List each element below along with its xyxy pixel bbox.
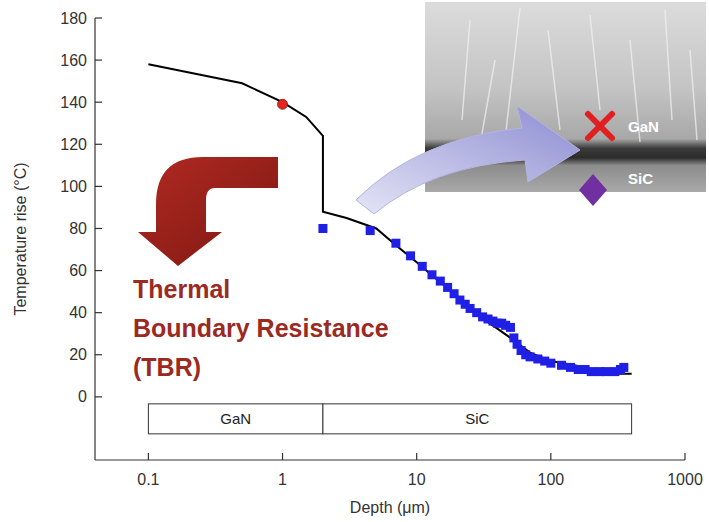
measured-point [427, 270, 436, 279]
measured-point [318, 224, 327, 233]
measured-point [391, 239, 400, 248]
y-tick-label: 0 [78, 388, 87, 405]
chart: GaN SiC 0 20 40 60 80 100 120 140 160 180 0.1 1 10 100 1… [0, 0, 709, 522]
inset-streak [462, 20, 470, 120]
inset-streak [690, 50, 697, 140]
y-tick [95, 396, 102, 397]
annotation-text: Thermal [133, 275, 230, 303]
layer-label: SiC [465, 410, 489, 427]
x-axis-title: Depth (μm) [350, 499, 430, 516]
y-tick [95, 102, 102, 103]
annotation-text: Boundary Resistance [133, 314, 389, 342]
measured-point [587, 367, 596, 376]
measured-point [406, 251, 415, 260]
y-tick [95, 144, 102, 145]
measured-point [566, 363, 575, 372]
y-tick [95, 59, 102, 60]
x-tick [550, 453, 551, 460]
x-tick-label: 100 [537, 471, 564, 488]
y-axis-line [94, 18, 95, 460]
measured-point [619, 363, 628, 372]
measured-point [418, 262, 427, 271]
x-marker [588, 114, 612, 138]
y-tick-label: 180 [60, 10, 87, 27]
x-axis-line [95, 459, 685, 460]
pointer-arrow [356, 106, 580, 214]
x-marker [588, 114, 612, 138]
y-tick [95, 228, 102, 229]
y-tick-label: 120 [60, 136, 87, 153]
y-tick [95, 17, 102, 18]
y-tick [95, 186, 102, 187]
y-tick-label: 160 [60, 52, 87, 69]
inset-streak [548, 30, 560, 130]
measured-point [546, 359, 555, 368]
annotation-text: (TBR) [133, 353, 201, 381]
layer-box [148, 404, 323, 434]
x-tick [282, 453, 283, 460]
diamond-marker [579, 174, 607, 206]
y-tick-label: 20 [69, 346, 87, 363]
measured-point [366, 226, 375, 235]
inset-label: SiC [628, 170, 653, 187]
measured-point [602, 367, 611, 376]
x-tick-label: 0.1 [137, 471, 159, 488]
y-tick [95, 354, 102, 355]
y-tick-label: 80 [69, 220, 87, 237]
layer-box [323, 404, 632, 434]
y-tick [95, 270, 102, 271]
y-tick-label: 40 [69, 304, 87, 321]
measured-point [506, 323, 515, 332]
y-tick-label: 140 [60, 94, 87, 111]
inset: GaN SiC [425, 2, 706, 206]
x-tick-label: 10 [408, 471, 426, 488]
x-tick [684, 453, 685, 460]
x-tick [416, 453, 417, 460]
y-axis-title: Temperature rise (°C) [12, 162, 29, 315]
inset-streak [590, 15, 600, 110]
measured-point [557, 361, 566, 370]
inset-streak [665, 10, 672, 120]
y-tick-label: 100 [60, 178, 87, 195]
inset-label: GaN [628, 118, 659, 135]
tbr-arrow [138, 157, 278, 266]
x-tick-label: 1 [278, 471, 287, 488]
y-tick [95, 312, 102, 313]
x-tick [148, 453, 149, 460]
layer-label: GaN [220, 410, 251, 427]
inset-streak [505, 8, 520, 140]
y-tick-label: 60 [69, 262, 87, 279]
measured-point [526, 352, 535, 361]
surface-point [278, 99, 288, 109]
x-tick-label: 1000 [667, 471, 703, 488]
